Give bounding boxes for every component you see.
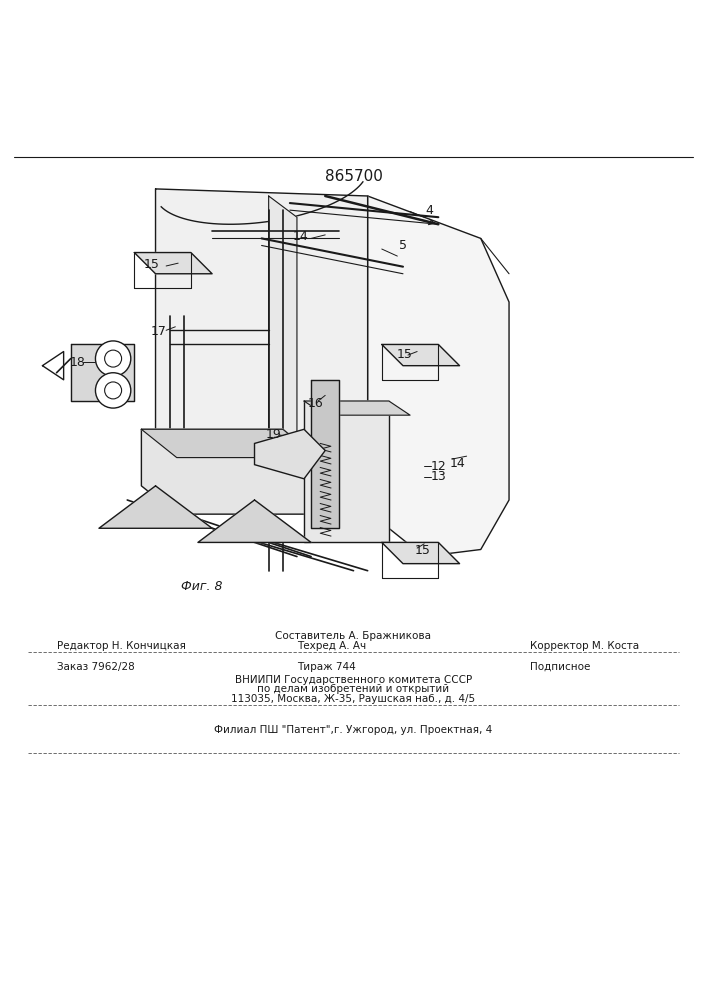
Polygon shape [156, 189, 368, 500]
Polygon shape [255, 429, 325, 479]
Text: по делам изобретений и открытий: по делам изобретений и открытий [257, 684, 450, 694]
Text: 17: 17 [151, 325, 167, 338]
Polygon shape [311, 380, 339, 528]
Text: Редактор Н. Кончицкая: Редактор Н. Кончицкая [57, 641, 185, 651]
Text: Филиал ПШ "Патент",г. Ужгород, ул. Проектная, 4: Филиал ПШ "Патент",г. Ужгород, ул. Проек… [214, 725, 493, 735]
Text: 15: 15 [415, 544, 431, 557]
Polygon shape [134, 253, 212, 274]
Polygon shape [304, 401, 389, 542]
Circle shape [105, 350, 122, 367]
Polygon shape [368, 196, 509, 557]
Text: 14: 14 [450, 457, 465, 470]
Circle shape [105, 382, 122, 399]
Polygon shape [71, 344, 134, 401]
Polygon shape [198, 500, 311, 542]
Text: 12: 12 [431, 460, 446, 473]
Text: 15: 15 [397, 348, 412, 361]
Text: 865700: 865700 [325, 169, 382, 184]
Text: 16: 16 [308, 397, 323, 410]
Text: ВНИИПИ Государственного комитета СССР: ВНИИПИ Государственного комитета СССР [235, 675, 472, 685]
Text: 18: 18 [70, 356, 86, 369]
Bar [156, 302, 191, 330]
Text: Техред А. Ач: Техред А. Ач [297, 641, 366, 651]
Text: Тираж 744: Тираж 744 [297, 662, 356, 672]
Text: 113035, Москва, Ж-35, Раушская наб., д. 4/5: 113035, Москва, Ж-35, Раушская наб., д. … [231, 694, 476, 704]
Text: 15: 15 [144, 258, 160, 271]
Polygon shape [141, 429, 318, 514]
Circle shape [95, 341, 131, 376]
Polygon shape [382, 542, 460, 564]
Text: 13: 13 [431, 470, 446, 483]
Text: 14: 14 [293, 230, 308, 243]
Text: Корректор М. Коста: Корректор М. Коста [530, 641, 639, 651]
Polygon shape [382, 344, 460, 366]
Text: 19: 19 [266, 428, 281, 441]
Polygon shape [99, 486, 212, 528]
Text: 4: 4 [425, 204, 433, 217]
Polygon shape [304, 401, 410, 415]
Text: 5: 5 [399, 239, 407, 252]
Text: Составитель А. Бражникова: Составитель А. Бражникова [276, 631, 431, 641]
Text: Подписное: Подписное [530, 662, 590, 672]
Text: Заказ 7962/28: Заказ 7962/28 [57, 662, 134, 672]
Polygon shape [269, 196, 297, 500]
Polygon shape [141, 429, 318, 458]
Circle shape [95, 373, 131, 408]
Text: Фиг. 8: Фиг. 8 [181, 580, 222, 593]
